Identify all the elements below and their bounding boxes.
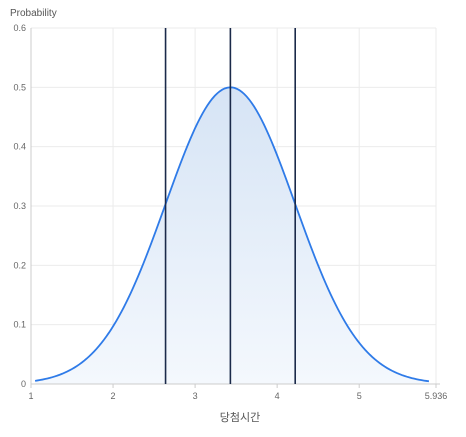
y-tick-label: 0.2: [13, 260, 26, 270]
axes: [30, 28, 440, 388]
tick-labels: 0 0.1 0.2 0.3 0.4 0.5 0.6 1 2 3 4 5 5.936: [13, 23, 447, 401]
x-tick-label: 5.936: [425, 391, 448, 401]
y-axis-title: Probability: [10, 8, 57, 19]
y-tick-label: 0.1: [13, 320, 26, 330]
distribution-area: [35, 87, 429, 385]
area-layer: [34, 86, 430, 385]
x-tick-label: 4: [275, 391, 280, 401]
y-tick-label: 0.6: [13, 23, 26, 33]
x-tick-label: 1: [28, 391, 33, 401]
x-tick-label: 2: [111, 391, 116, 401]
x-tick-label: 5: [357, 391, 362, 401]
x-tick-label: 3: [193, 391, 198, 401]
y-tick-label: 0: [21, 379, 26, 389]
distribution-curve: [34, 86, 430, 383]
x-axis-title: 당첨시간: [220, 411, 260, 424]
y-tick-label: 0.5: [13, 82, 26, 92]
vertical-lines: [164, 28, 297, 384]
y-tick-label: 0.3: [13, 201, 26, 211]
y-tick-label: 0.4: [13, 142, 26, 152]
